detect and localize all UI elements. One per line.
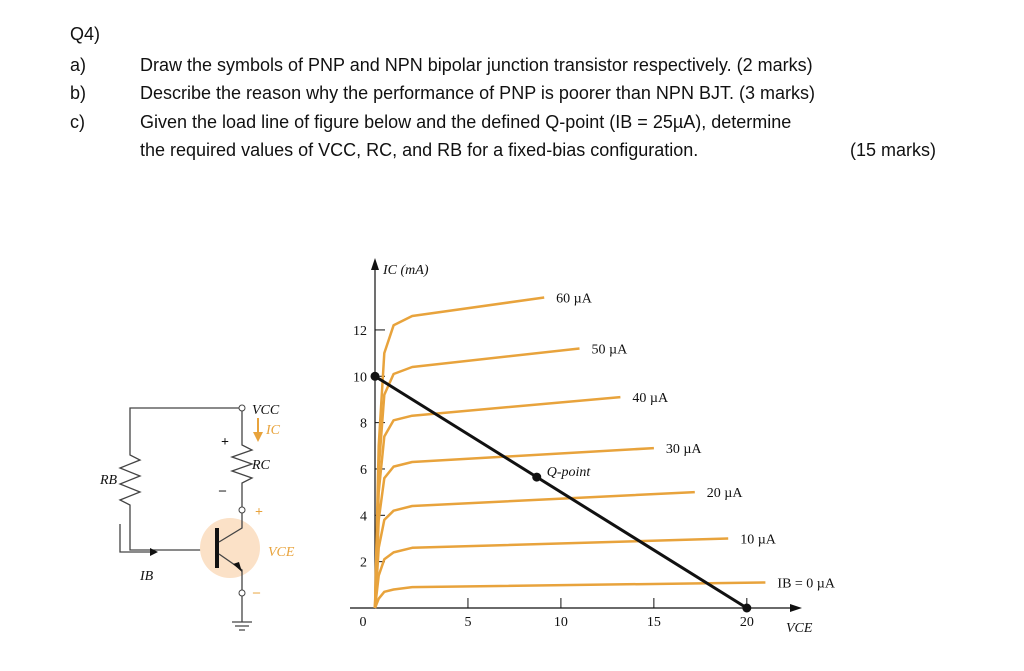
question-number: Q4) — [70, 24, 100, 44]
vce-label: VCE — [268, 545, 295, 560]
curve — [373, 446, 654, 609]
ic-label: IC — [265, 423, 281, 438]
sign: – — [218, 483, 227, 498]
y-tick-label: 10 — [353, 370, 367, 385]
load-line — [374, 375, 748, 610]
arrow — [233, 562, 242, 572]
q-point — [532, 472, 542, 482]
rb-label: RB — [99, 473, 118, 488]
y-tick-label: 12 — [353, 324, 367, 339]
x-tick-label: 5 — [464, 615, 471, 630]
wire — [118, 407, 242, 551]
x-tick-label: 15 — [647, 615, 661, 630]
curve-label: 10 µA — [740, 532, 777, 547]
marks: (15 marks) — [850, 140, 936, 160]
part-text: Draw the symbols of PNP and NPN bipolar … — [140, 55, 813, 75]
y-axis-label: IC (mA) — [382, 263, 429, 278]
y-tick-label: 2 — [360, 556, 367, 571]
load-line-end — [370, 371, 380, 381]
ib-arrow — [119, 524, 152, 553]
x-tick-label: 10 — [554, 615, 568, 630]
curve — [373, 395, 621, 609]
part-text: Given the load line of figure below and … — [140, 112, 791, 132]
wire — [230, 408, 254, 508]
q-point-label: Q-point — [547, 465, 592, 480]
node — [238, 506, 246, 514]
axis-arrow — [790, 604, 802, 612]
ground — [232, 596, 252, 631]
ib-arrow — [150, 548, 158, 556]
axis-arrow — [371, 258, 379, 270]
curve-label: 30 µA — [666, 442, 703, 457]
part-text: Describe the reason why the performance … — [140, 83, 815, 103]
curve-label: 60 µA — [556, 291, 593, 306]
curve-label: 50 µA — [592, 342, 629, 357]
sign: + — [255, 505, 263, 520]
x-tick-label: 20 — [740, 615, 754, 630]
curve-label: 40 µA — [632, 391, 669, 406]
node — [238, 404, 246, 412]
part-label: c) — [70, 112, 85, 132]
sign: + — [221, 435, 229, 450]
ib-label: IB — [139, 569, 154, 584]
x-axis-label: VCE — [786, 621, 813, 636]
rc-label: RC — [251, 458, 271, 473]
curve-label: IB = 0 µA — [777, 577, 835, 592]
curve — [373, 581, 766, 609]
y-tick-label: 6 — [360, 463, 367, 478]
y-tick-label: 4 — [360, 509, 367, 524]
part-text: the required values of VCC, RC, and RB f… — [140, 140, 698, 160]
load-line-end — [742, 603, 752, 613]
chart: 2 4 6 8 10 12 0 5 10 15 20 IC (mA) VCE 60 µA 50 µA 40 µ… — [350, 258, 836, 636]
sign: – — [252, 585, 261, 600]
circuit: VCC IC RC RB IB VCE + – + – — [99, 403, 295, 631]
ic-arrow — [253, 432, 263, 442]
part-label: b) — [70, 83, 86, 103]
curve — [373, 490, 695, 609]
y-tick-label: 8 — [360, 417, 367, 432]
x-tick-label: 0 — [360, 615, 367, 630]
node — [238, 589, 246, 597]
transistor-bg — [200, 518, 260, 578]
curve — [373, 537, 729, 609]
part-label: a) — [70, 55, 86, 75]
vcc-label: VCC — [252, 403, 280, 418]
wire — [218, 512, 243, 590]
axes — [350, 266, 792, 609]
curve-label: 20 µA — [707, 486, 744, 501]
